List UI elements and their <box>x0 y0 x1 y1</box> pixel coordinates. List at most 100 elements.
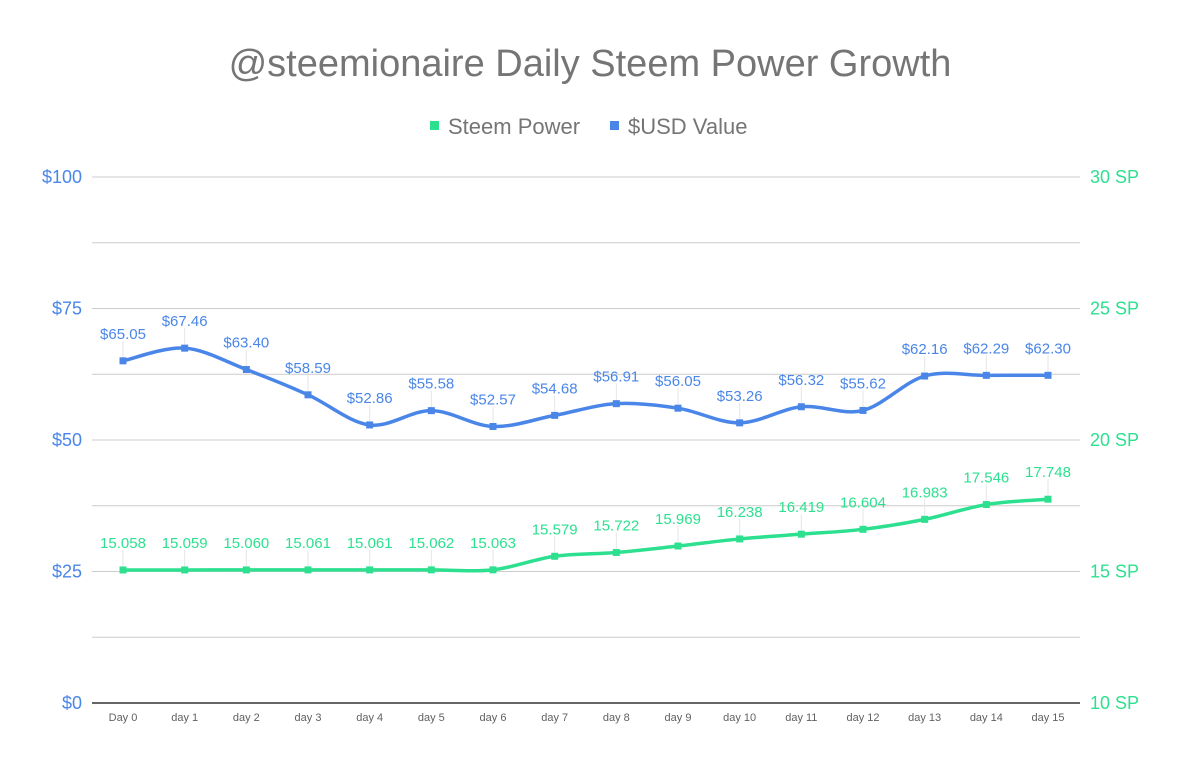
data-point <box>181 344 189 352</box>
data-label: 16.419 <box>778 499 824 516</box>
data-label: $63.40 <box>223 335 269 352</box>
data-point <box>921 372 929 380</box>
data-label: 17.748 <box>1025 464 1071 481</box>
data-point <box>982 501 990 509</box>
data-point <box>242 366 250 374</box>
data-label: 15.058 <box>100 535 146 552</box>
data-point <box>119 357 127 365</box>
series-steem-power: 15.058 15.059 15.060 15.061 15.061 15.062 15.0… <box>100 464 1071 574</box>
data-label: $67.46 <box>162 313 208 330</box>
data-point <box>921 515 929 523</box>
series-line <box>122 497 1049 573</box>
legend-marker <box>610 121 619 130</box>
data-point <box>674 542 682 550</box>
data-label: 15.062 <box>408 535 454 552</box>
x-axis-tick-label: day 1 <box>171 712 198 724</box>
data-point <box>736 419 744 427</box>
data-label: $62.16 <box>902 341 948 358</box>
right-axis-tick-label: 15 SP <box>1090 562 1139 582</box>
data-label: $62.29 <box>963 340 1009 357</box>
data-label: $52.86 <box>347 390 393 407</box>
data-point <box>427 566 435 574</box>
data-label: 15.061 <box>347 535 393 552</box>
data-point <box>612 400 620 408</box>
left-axis-tick-label: $75 <box>52 299 82 319</box>
x-axis-tick-label: day 13 <box>908 712 941 724</box>
data-point <box>859 525 867 533</box>
x-axis-tick-label: day 14 <box>970 712 1003 724</box>
data-point <box>1044 371 1052 379</box>
data-point <box>859 406 867 414</box>
data-point <box>551 411 559 419</box>
data-point <box>181 566 189 574</box>
x-axis-tick-label: day 9 <box>665 712 692 724</box>
x-axis-tick-label: day 6 <box>480 712 507 724</box>
data-point <box>797 530 805 538</box>
left-axis-tick-label: $0 <box>62 693 82 713</box>
data-label: 16.238 <box>717 504 763 521</box>
data-point <box>1044 495 1052 503</box>
data-point <box>674 404 682 412</box>
data-point <box>797 403 805 411</box>
data-label: 15.579 <box>532 521 578 538</box>
data-label: 15.063 <box>470 535 516 552</box>
left-axis-tick-label: $100 <box>42 167 82 187</box>
data-label: $55.58 <box>408 376 454 393</box>
data-point <box>304 566 312 574</box>
data-label: 16.983 <box>902 484 948 501</box>
x-axis-tick-label: day 3 <box>295 712 322 724</box>
data-point <box>366 566 374 574</box>
data-label: 15.059 <box>162 535 208 552</box>
data-label: $54.68 <box>532 380 578 397</box>
data-label: 15.061 <box>285 535 331 552</box>
data-label: 15.969 <box>655 511 701 528</box>
data-label: $52.57 <box>470 391 516 408</box>
right-axis-tick-label: 10 SP <box>1090 693 1139 713</box>
data-label: $55.62 <box>840 375 886 392</box>
right-axis-tick-label: 30 SP <box>1090 167 1139 187</box>
series-line <box>122 346 1049 429</box>
x-axis-tick-label: day 7 <box>541 712 568 724</box>
data-label: $56.05 <box>655 373 701 390</box>
data-label: $62.30 <box>1025 340 1071 357</box>
data-point <box>304 391 312 399</box>
axes: $0 $25 $50 $75 $100 10 SP 15 SP 20 SP 25 SP 30 SP… <box>42 167 1139 724</box>
data-point <box>612 549 620 557</box>
data-point <box>427 407 435 415</box>
x-axis-tick-label: day 2 <box>233 712 260 724</box>
data-point <box>366 421 374 429</box>
data-point <box>489 566 497 574</box>
x-axis-tick-label: day 12 <box>846 712 879 724</box>
data-point <box>489 422 497 430</box>
data-label: $53.26 <box>717 388 763 405</box>
right-axis-tick-label: 20 SP <box>1090 430 1139 450</box>
x-axis-tick-label: day 8 <box>603 712 630 724</box>
legend-label: $USD Value <box>628 114 747 139</box>
x-axis-tick-label: day 11 <box>785 712 817 724</box>
legend-label: Steem Power <box>448 114 580 139</box>
data-label: $65.05 <box>100 326 146 343</box>
x-axis-tick-label: day 10 <box>723 712 756 724</box>
left-axis-tick-label: $25 <box>52 562 82 582</box>
legend: Steem Power $USD Value <box>430 114 747 139</box>
x-axis-tick-label: day 5 <box>418 712 445 724</box>
series-usd-value: $65.05 $67.46 $63.40 $58.59 $52.86 $55.58 $52.… <box>100 313 1071 430</box>
data-label: 15.722 <box>593 518 639 535</box>
grid <box>92 176 1080 704</box>
right-axis-tick-label: 25 SP <box>1090 299 1139 319</box>
left-axis-tick-label: $50 <box>52 430 82 450</box>
x-axis-tick-label: day 15 <box>1031 712 1064 724</box>
data-point <box>242 566 250 574</box>
data-label: $56.32 <box>778 372 824 389</box>
x-axis-tick-label: Day 0 <box>109 712 138 724</box>
data-label: 15.060 <box>223 535 269 552</box>
data-label: 16.604 <box>840 494 886 511</box>
x-axis-tick-label: day 4 <box>356 712 383 724</box>
data-point <box>982 371 990 379</box>
data-point <box>736 535 744 543</box>
legend-marker <box>430 121 439 130</box>
series: 15.058 15.059 15.060 15.061 15.061 15.062 15.0… <box>100 313 1071 574</box>
data-point <box>551 552 559 560</box>
data-label: $58.59 <box>285 360 331 377</box>
